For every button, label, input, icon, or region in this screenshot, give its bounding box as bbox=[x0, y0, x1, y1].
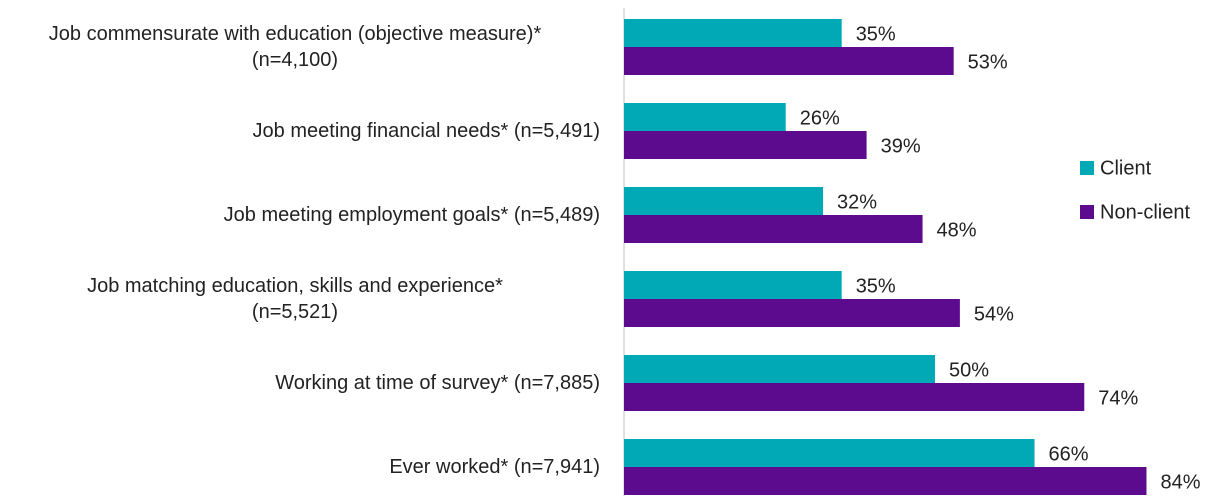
value-label: 84% bbox=[1160, 471, 1200, 493]
category-label: Working at time of survey* (n=7,885) bbox=[275, 372, 600, 394]
value-label: 39% bbox=[881, 135, 921, 157]
legend-label: Client bbox=[1100, 157, 1152, 179]
bar bbox=[624, 19, 842, 47]
bar bbox=[624, 131, 867, 159]
legend-swatch bbox=[1080, 161, 1094, 175]
value-label: 50% bbox=[949, 359, 989, 381]
category-label: Job matching education, skills and exper… bbox=[87, 275, 503, 323]
value-label: 35% bbox=[856, 23, 896, 45]
category-label: Ever worked* (n=7,941) bbox=[389, 456, 600, 478]
value-label: 66% bbox=[1049, 443, 1089, 465]
bar bbox=[624, 47, 954, 75]
legend-swatch bbox=[1080, 205, 1094, 219]
category-label: Job meeting employment goals* (n=5,489) bbox=[223, 204, 600, 226]
bar bbox=[624, 187, 824, 215]
bar bbox=[624, 103, 786, 131]
value-label: 48% bbox=[937, 219, 977, 241]
value-label: 54% bbox=[974, 303, 1014, 325]
bar bbox=[624, 215, 923, 243]
value-label: 74% bbox=[1098, 387, 1138, 409]
category-label: Job meeting financial needs* (n=5,491) bbox=[252, 120, 600, 142]
bar bbox=[624, 383, 1085, 411]
value-label: 35% bbox=[856, 275, 896, 297]
bar bbox=[624, 355, 935, 383]
value-label: 32% bbox=[837, 191, 877, 213]
value-label: 26% bbox=[800, 107, 840, 129]
bar bbox=[624, 467, 1147, 495]
bar bbox=[624, 299, 960, 327]
bar bbox=[624, 271, 842, 299]
category-label: Job commensurate with education (objecti… bbox=[48, 23, 542, 71]
bar bbox=[624, 439, 1035, 467]
value-label: 53% bbox=[968, 51, 1008, 73]
legend-label: Non-client bbox=[1100, 201, 1190, 223]
